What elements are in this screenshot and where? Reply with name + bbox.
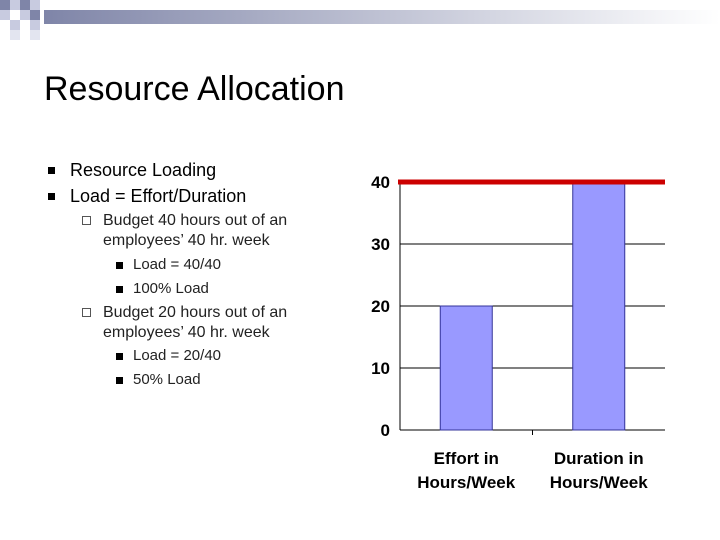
sub-bullet-continuation: employees’ 40 hr. week [103,232,270,249]
x-category-label: Hours/Week [417,473,515,492]
sub-bullet-item: Budget 20 hours out of an [103,304,288,321]
bullet-list: Resource Loading Load = Effort/Duration … [48,160,288,388]
y-tick-label: 30 [371,235,390,254]
load-bar-chart: 0 10 20 30 40 Effort in Hours/Week Duration in H… [371,173,665,492]
x-category-label: Effort in [434,449,499,468]
bullet-item: Resource Loading [70,160,217,180]
bar [439,305,493,431]
x-category-label: Hours/Week [550,473,648,492]
y-tick-label: 0 [381,421,390,440]
y-tick-label: 10 [371,359,390,378]
y-tick-label: 40 [371,173,390,192]
y-tick-label: 20 [371,297,390,316]
sub-bullet-item: Budget 40 hours out of an [103,212,288,229]
bullet-square-icon [116,286,123,293]
bullet-square-icon [48,167,55,174]
bullet-square-icon [116,377,123,384]
hollow-square-bullet-icon [82,308,91,317]
sub-bullet-continuation: employees’ 40 hr. week [103,324,270,341]
bar [572,181,626,431]
slide-title: Resource Allocation [44,70,345,108]
bullet-square-icon [116,353,123,360]
hollow-square-bullet-icon [82,216,91,225]
bullet-square-icon [116,262,123,269]
sub-sub-bullet-item: Load = 40/40 [133,256,222,273]
x-category-label: Duration in [554,449,644,468]
sub-sub-bullet-item: 100% Load [133,280,209,297]
bullet-item: Load = Effort/Duration [70,186,247,206]
header-decoration [0,0,720,40]
bullet-square-icon [48,193,55,200]
sub-sub-bullet-item: 50% Load [133,371,201,388]
sub-sub-bullet-item: Load = 20/40 [133,347,222,364]
